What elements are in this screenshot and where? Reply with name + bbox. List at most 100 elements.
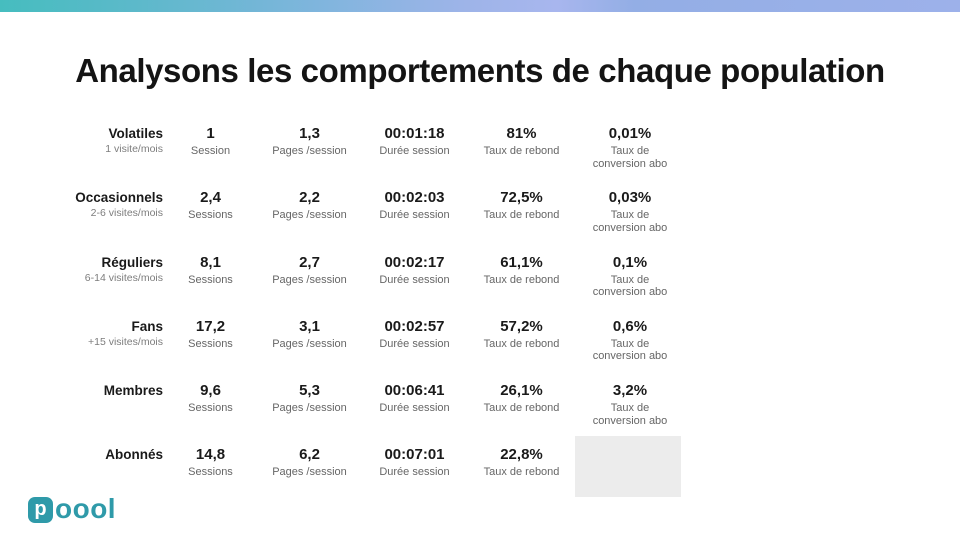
top-accent-bar	[0, 0, 960, 12]
metric-label: Pages /session	[272, 402, 347, 415]
metric-value: 00:02:03	[384, 189, 445, 207]
metric-label: Durée session	[379, 337, 450, 350]
population-name: Abonnés	[105, 447, 163, 463]
metric-value: 00:01:18	[384, 125, 445, 142]
metric-label: Sessions	[188, 337, 233, 350]
metric-cell: 17,2 Sessions	[163, 311, 258, 375]
metric-value: 1	[206, 125, 215, 142]
metric-cell: 6,2 Pages /session	[258, 439, 361, 503]
metric-label: Durée session	[379, 145, 450, 157]
metric-cell: 2,2 Pages /session	[258, 182, 361, 246]
metric-cell: 57,2% Taux de rebond	[468, 311, 575, 375]
metric-label: Pages /session	[272, 145, 347, 157]
metric-value: 3,2%	[612, 382, 648, 400]
metric-label: Taux de rebond	[483, 402, 560, 415]
metric-cell: 9,6 Sessions	[163, 375, 258, 439]
metric-label: Pages /session	[272, 273, 347, 286]
metric-label: Durée session	[379, 273, 450, 286]
metric-cell: 0,1% Taux de conversion abo	[575, 247, 685, 311]
metric-label: Sessions	[188, 273, 233, 286]
metric-value: 3,1	[299, 317, 320, 335]
metric-value: 17,2	[195, 317, 226, 335]
metric-cell: 61,1% Taux de rebond	[468, 247, 575, 311]
metric-cell: 1,3 Pages /session	[258, 118, 361, 182]
metric-value: 00:06:41	[384, 382, 445, 400]
population-frequency: 6-14 visites/mois	[84, 271, 163, 284]
metric-label: Taux de rebond	[483, 337, 560, 350]
population-name: Volatiles	[108, 126, 163, 141]
metric-value: 22,8%	[500, 446, 543, 464]
metric-value: 2,4	[200, 189, 221, 207]
metric-label: Pages /session	[272, 466, 347, 479]
metric-label: Session	[190, 145, 231, 157]
table-rows-container: Volatiles 1 visite/mois 1 Session 1,3 Pages /…	[0, 118, 690, 504]
metric-value: 72,5%	[500, 189, 543, 207]
metric-label: Durée session	[379, 466, 450, 479]
population-name: Fans	[131, 318, 163, 334]
metric-label: Taux de rebond	[483, 145, 560, 157]
metric-cell: 22,8% Taux de rebond	[468, 439, 575, 503]
metric-label: Pages /session	[272, 209, 347, 222]
metric-cell: 3,1 Pages /session	[258, 311, 361, 375]
metric-label: Taux de conversion abo	[592, 337, 668, 363]
metric-cell: 14,8 Sessions	[163, 439, 258, 503]
metric-cell: 8,1 Sessions	[163, 247, 258, 311]
table-row: Fans +15 visites/mois 17,2 Sessions 3,1 Pages…	[0, 311, 690, 375]
metric-label: Durée session	[379, 209, 450, 222]
metric-label: Taux de rebond	[483, 209, 560, 222]
population-cell: Réguliers 6-14 visites/mois	[0, 247, 163, 311]
metric-cell: 5,3 Pages /session	[258, 375, 361, 439]
population-frequency: 1 visite/mois	[105, 143, 163, 155]
metric-cell: 00:02:57 Durée session	[361, 311, 468, 375]
metric-cell: 1 Session	[163, 118, 258, 182]
population-frequency: 2-6 visites/mois	[90, 207, 163, 220]
population-name: Réguliers	[101, 254, 163, 270]
metric-cell: 00:07:01 Durée session	[361, 439, 468, 503]
metric-value: 00:07:01	[384, 446, 445, 464]
metric-value: 0,6%	[612, 317, 648, 335]
metric-value: 6,2	[299, 446, 320, 464]
metric-cell: 0,01% Taux de conversion abo	[575, 118, 685, 182]
metric-label: Taux de conversion abo	[592, 145, 668, 170]
metric-value: 9,6	[200, 382, 221, 400]
metric-value: 5,3	[299, 382, 320, 400]
table-row: Réguliers 6-14 visites/mois 8,1 Sessions 2,7…	[0, 247, 690, 311]
metric-value: 2,7	[299, 253, 320, 271]
metric-label: Taux de rebond	[483, 273, 560, 286]
population-cell: Abonnés	[0, 439, 163, 503]
metric-value: 26,1%	[500, 382, 543, 400]
metric-cell: 0,6% Taux de conversion abo	[575, 311, 685, 375]
metric-label: Pages /session	[272, 337, 347, 350]
metric-value: 61,1%	[500, 253, 543, 271]
metric-cell: 00:01:18 Durée session	[361, 118, 468, 182]
metric-cell: 0,03% Taux de conversion abo	[575, 182, 685, 246]
table-row: Volatiles 1 visite/mois 1 Session 1,3 Pages /…	[0, 118, 690, 182]
metric-label: Sessions	[188, 466, 233, 479]
metric-cell: 72,5% Taux de rebond	[468, 182, 575, 246]
poool-logo-wordmark: oool	[55, 493, 117, 524]
metric-label: Taux de rebond	[483, 466, 560, 479]
empty-placeholder-box	[575, 436, 681, 497]
population-metrics-table: Volatiles 1 visite/mois 1 Session 1,3 Pages /…	[0, 118, 690, 504]
population-cell: Fans +15 visites/mois	[0, 311, 163, 375]
metric-cell: 00:06:41 Durée session	[361, 375, 468, 439]
poool-logo: p oool	[28, 493, 117, 524]
population-cell: Occasionnels 2-6 visites/mois	[0, 182, 163, 246]
metric-value: 8,1	[200, 253, 221, 271]
metric-cell: 2,7 Pages /session	[258, 247, 361, 311]
metric-label: Taux de conversion abo	[592, 273, 668, 299]
metric-label: Taux de conversion abo	[592, 402, 668, 427]
metric-cell: 2,4 Sessions	[163, 182, 258, 246]
metric-cell: 3,2% Taux de conversion abo	[575, 375, 685, 439]
metric-value: 0,01%	[608, 125, 652, 142]
metric-value: 00:02:17	[384, 253, 445, 271]
population-name: Membres	[103, 383, 163, 399]
metric-value: 00:02:57	[384, 317, 445, 335]
metric-label: Sessions	[188, 209, 233, 222]
metric-cell: 00:02:03 Durée session	[361, 182, 468, 246]
slide-title: Analysons les comportements de chaque po…	[75, 52, 885, 89]
table-row: Membres 9,6 Sessions 5,3 Pages /session 00:06…	[0, 375, 690, 439]
metric-label: Taux de conversion abo	[592, 209, 668, 234]
metric-value: 0,03%	[608, 189, 652, 207]
population-frequency: +15 visites/mois	[88, 335, 163, 348]
